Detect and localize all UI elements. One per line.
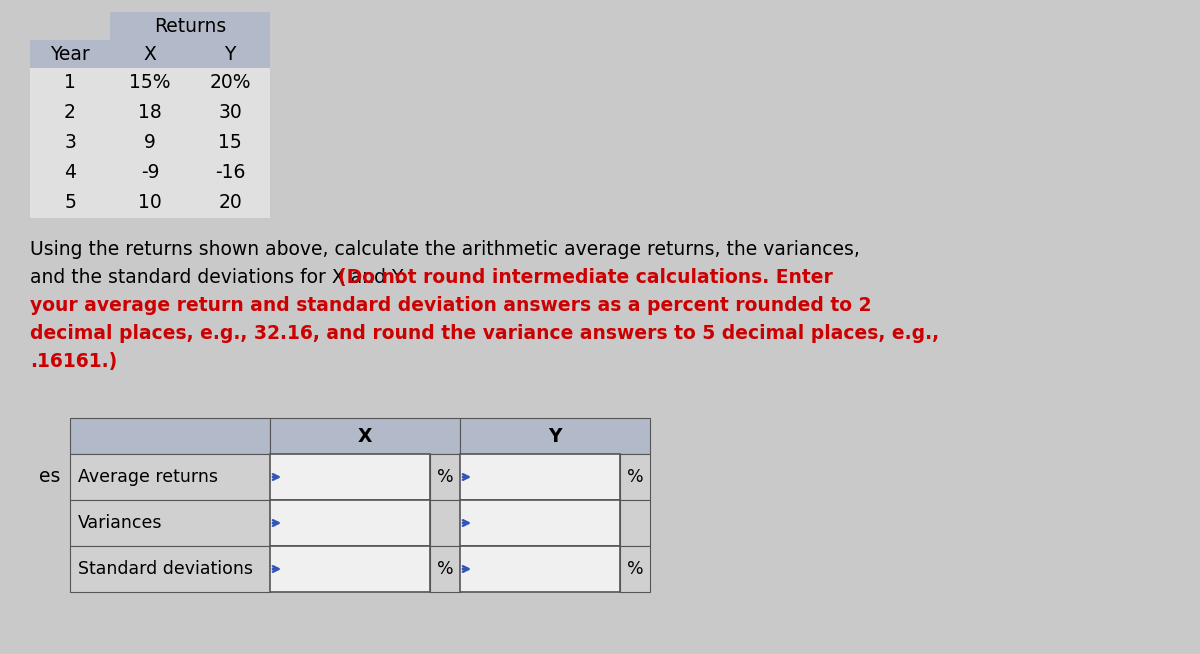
Text: 15%: 15%: [130, 73, 170, 92]
Bar: [190, 40, 270, 68]
Text: X: X: [358, 426, 372, 445]
Text: Average returns: Average returns: [78, 468, 218, 486]
Text: Returns: Returns: [154, 16, 226, 35]
Bar: [460, 546, 620, 592]
Bar: [110, 12, 270, 40]
Bar: [430, 500, 460, 546]
Bar: [190, 128, 270, 158]
Text: 4: 4: [64, 164, 76, 182]
Text: 15: 15: [218, 133, 242, 152]
Bar: [620, 500, 650, 546]
Text: %: %: [626, 468, 643, 486]
Bar: [30, 68, 110, 98]
Text: X: X: [144, 44, 156, 63]
Bar: [110, 68, 190, 98]
Text: your average return and standard deviation answers as a percent rounded to 2: your average return and standard deviati…: [30, 296, 871, 315]
Text: %: %: [437, 468, 454, 486]
Text: 2: 2: [64, 103, 76, 122]
Text: (Do not round intermediate calculations. Enter: (Do not round intermediate calculations.…: [337, 268, 833, 287]
Text: 5: 5: [64, 194, 76, 213]
Bar: [70, 500, 270, 546]
Bar: [270, 546, 430, 592]
Text: Variances: Variances: [78, 514, 162, 532]
Bar: [270, 454, 430, 500]
Text: decimal places, e.g., 32.16, and round the variance answers to 5 decimal places,: decimal places, e.g., 32.16, and round t…: [30, 324, 940, 343]
Text: 18: 18: [138, 103, 162, 122]
Bar: [30, 158, 110, 188]
Text: %: %: [437, 560, 454, 578]
Text: 9: 9: [144, 133, 156, 152]
Text: Y: Y: [224, 44, 235, 63]
Bar: [110, 158, 190, 188]
Text: Standard deviations: Standard deviations: [78, 560, 253, 578]
Bar: [110, 188, 190, 218]
Bar: [190, 188, 270, 218]
Bar: [30, 98, 110, 128]
Bar: [270, 500, 430, 546]
Text: -16: -16: [215, 164, 245, 182]
Bar: [70, 454, 270, 500]
Bar: [110, 40, 190, 68]
Bar: [30, 128, 110, 158]
Text: %: %: [626, 560, 643, 578]
Bar: [620, 454, 650, 500]
Bar: [430, 454, 460, 500]
Bar: [70, 546, 270, 592]
Bar: [110, 128, 190, 158]
Bar: [460, 418, 650, 454]
Text: es: es: [38, 468, 60, 487]
Text: .16161.): .16161.): [30, 352, 118, 371]
Bar: [30, 40, 110, 68]
Bar: [460, 454, 620, 500]
Bar: [460, 500, 620, 546]
Bar: [270, 418, 460, 454]
Bar: [430, 546, 460, 592]
Text: Year: Year: [50, 44, 90, 63]
Bar: [30, 188, 110, 218]
Text: Y: Y: [548, 426, 562, 445]
Text: 20: 20: [218, 194, 242, 213]
Text: Using the returns shown above, calculate the arithmetic average returns, the var: Using the returns shown above, calculate…: [30, 240, 860, 259]
Text: 30: 30: [218, 103, 242, 122]
Text: 1: 1: [64, 73, 76, 92]
Text: -9: -9: [140, 164, 160, 182]
Bar: [190, 158, 270, 188]
Text: 20%: 20%: [209, 73, 251, 92]
Bar: [190, 98, 270, 128]
Text: and the standard deviations for X and Y.: and the standard deviations for X and Y.: [30, 268, 412, 287]
Bar: [190, 68, 270, 98]
Text: 3: 3: [64, 133, 76, 152]
Bar: [70, 418, 270, 454]
Text: 10: 10: [138, 194, 162, 213]
Bar: [620, 546, 650, 592]
Bar: [110, 98, 190, 128]
